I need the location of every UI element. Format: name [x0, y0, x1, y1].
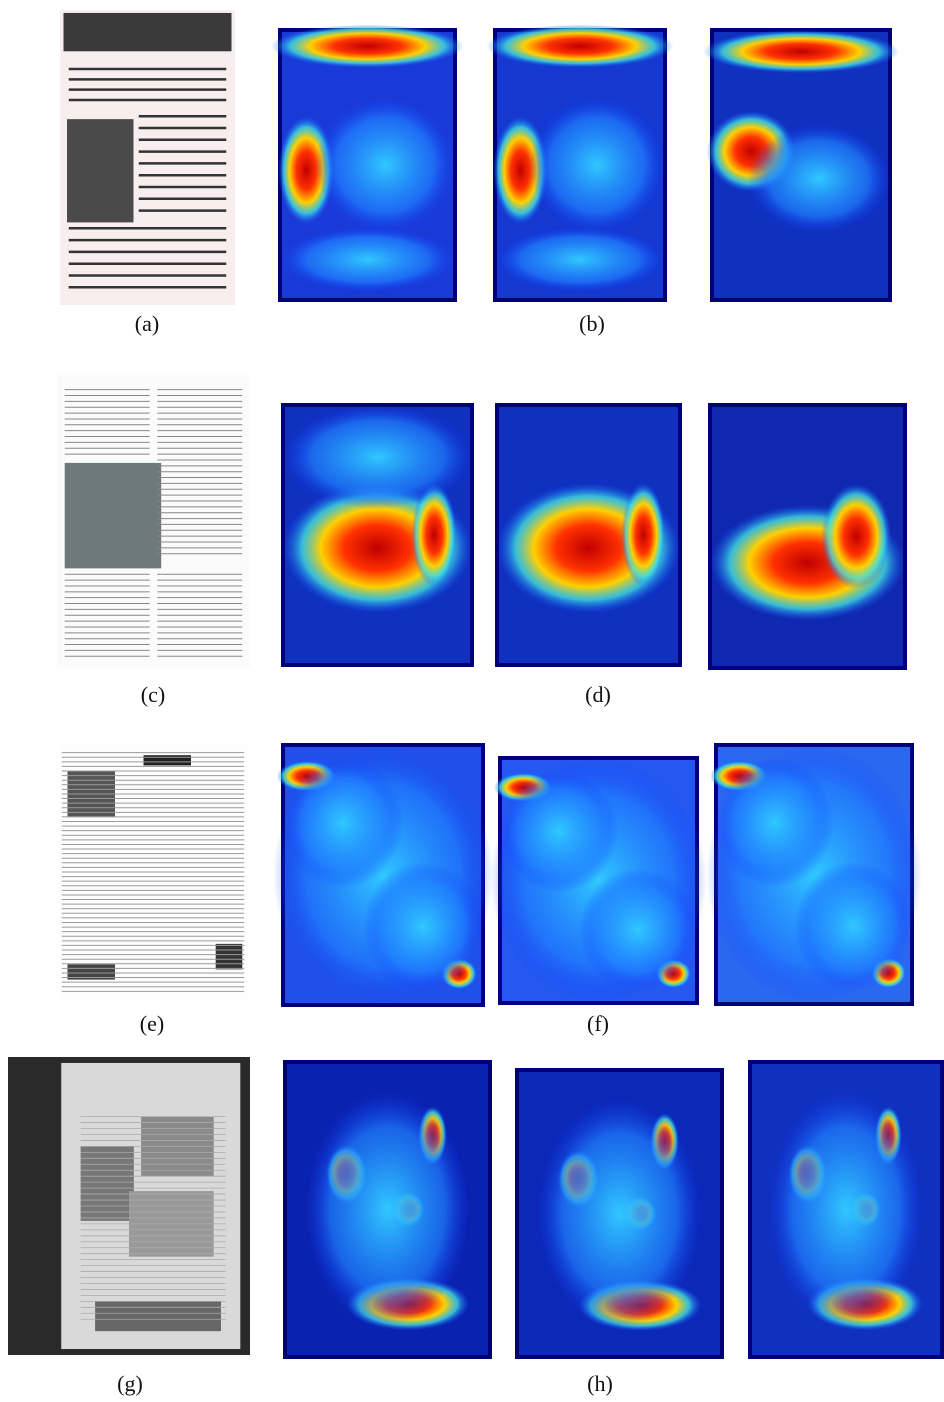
caption: (c) [141, 682, 165, 707]
figure-art [8, 10, 944, 1359]
hot-region [411, 483, 457, 587]
cool-region [716, 757, 834, 888]
cool-region [495, 227, 665, 292]
picture-region [63, 12, 232, 52]
caption: (h) [587, 1371, 613, 1396]
heatmap [748, 1060, 944, 1359]
document-thumbnail [60, 10, 235, 305]
picture-region [95, 1301, 221, 1332]
picture-region [80, 1146, 134, 1221]
heatmap [273, 743, 493, 1007]
heatmap [703, 28, 899, 302]
hot-region [486, 24, 674, 68]
heatmap [515, 1068, 724, 1359]
cool-region [794, 861, 912, 992]
caption: (g) [117, 1371, 143, 1396]
cool-region [280, 227, 455, 292]
hot-region [621, 483, 666, 587]
document-thumbnail [58, 745, 248, 1000]
heatmap [490, 756, 707, 1005]
hot-region [271, 24, 464, 68]
hot-region [821, 483, 892, 590]
caption: (a) [135, 311, 159, 336]
document-thumbnail [8, 1057, 250, 1355]
heatmap [283, 1060, 492, 1359]
heatmap [281, 403, 474, 667]
caption: (e) [140, 1011, 164, 1036]
cool-region [747, 124, 890, 233]
picture-region [67, 770, 115, 817]
picture-region [67, 119, 134, 223]
cool-region [315, 97, 455, 233]
cool-region [283, 758, 403, 888]
cool-region [578, 868, 698, 991]
picture-region [64, 462, 162, 569]
cool-region [499, 770, 619, 893]
caption: (d) [585, 682, 611, 707]
document-thumbnail [57, 375, 250, 668]
heatmap [708, 403, 907, 670]
picture-region [215, 943, 243, 970]
cool-region [769, 1091, 923, 1328]
heatmap [706, 743, 922, 1006]
picture-region [143, 755, 191, 766]
cool-region [537, 1098, 702, 1329]
cool-region [305, 1091, 470, 1328]
cool-region [529, 97, 665, 233]
caption: (b) [579, 311, 605, 336]
caption: (f) [587, 1011, 609, 1036]
hot-region [703, 29, 899, 74]
heatmap [495, 403, 682, 667]
heatmap [486, 24, 674, 302]
cool-region [283, 405, 472, 509]
heatmap [271, 24, 464, 302]
cool-region [363, 862, 483, 992]
